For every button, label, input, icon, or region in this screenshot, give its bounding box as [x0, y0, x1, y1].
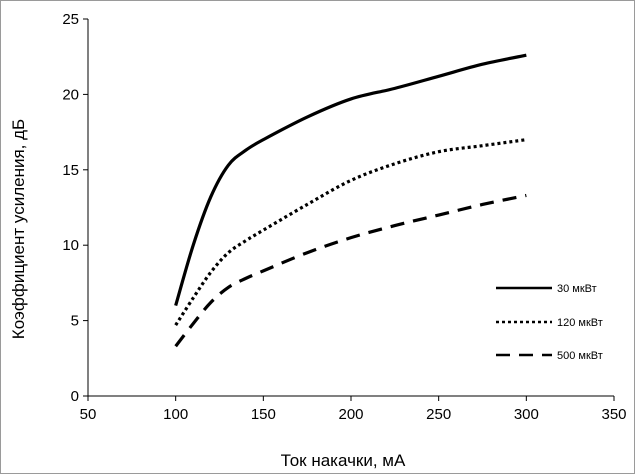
y-tick-label: 15	[62, 162, 79, 179]
legend: 30 мкВт 120 мкВт 500 мкВт	[496, 283, 603, 362]
x-axis-title: Ток накачки, мА	[281, 451, 406, 470]
series-line-3	[174, 193, 527, 348]
legend-label-1: 30 мкВт	[557, 283, 597, 295]
y-tick-label: 25	[62, 11, 79, 28]
legend-label-3: 500 мкВт	[557, 350, 603, 362]
series-group	[174, 53, 527, 348]
series-line-1	[174, 53, 527, 306]
y-axis-ticks: 0 5 10 15 20 25	[62, 11, 88, 405]
y-tick-label: 0	[71, 388, 79, 405]
y-tick-label: 10	[62, 237, 79, 254]
x-tick-label: 200	[338, 406, 363, 423]
x-tick-label: 300	[514, 406, 539, 423]
x-tick-label: 250	[426, 406, 451, 423]
series-line-2	[174, 138, 527, 326]
y-axis-title: Коэффициент усиления, дБ	[9, 119, 28, 339]
x-tick-label: 50	[80, 406, 97, 423]
y-tick-label: 5	[71, 313, 79, 330]
legend-label-2: 120 мкВт	[557, 317, 603, 329]
x-axis-ticks: 50 100 150 200 250 300 350	[80, 396, 627, 423]
x-tick-label: 150	[251, 406, 276, 423]
x-tick-label: 100	[163, 406, 188, 423]
x-tick-label: 350	[601, 406, 626, 423]
y-tick-label: 20	[62, 86, 79, 103]
